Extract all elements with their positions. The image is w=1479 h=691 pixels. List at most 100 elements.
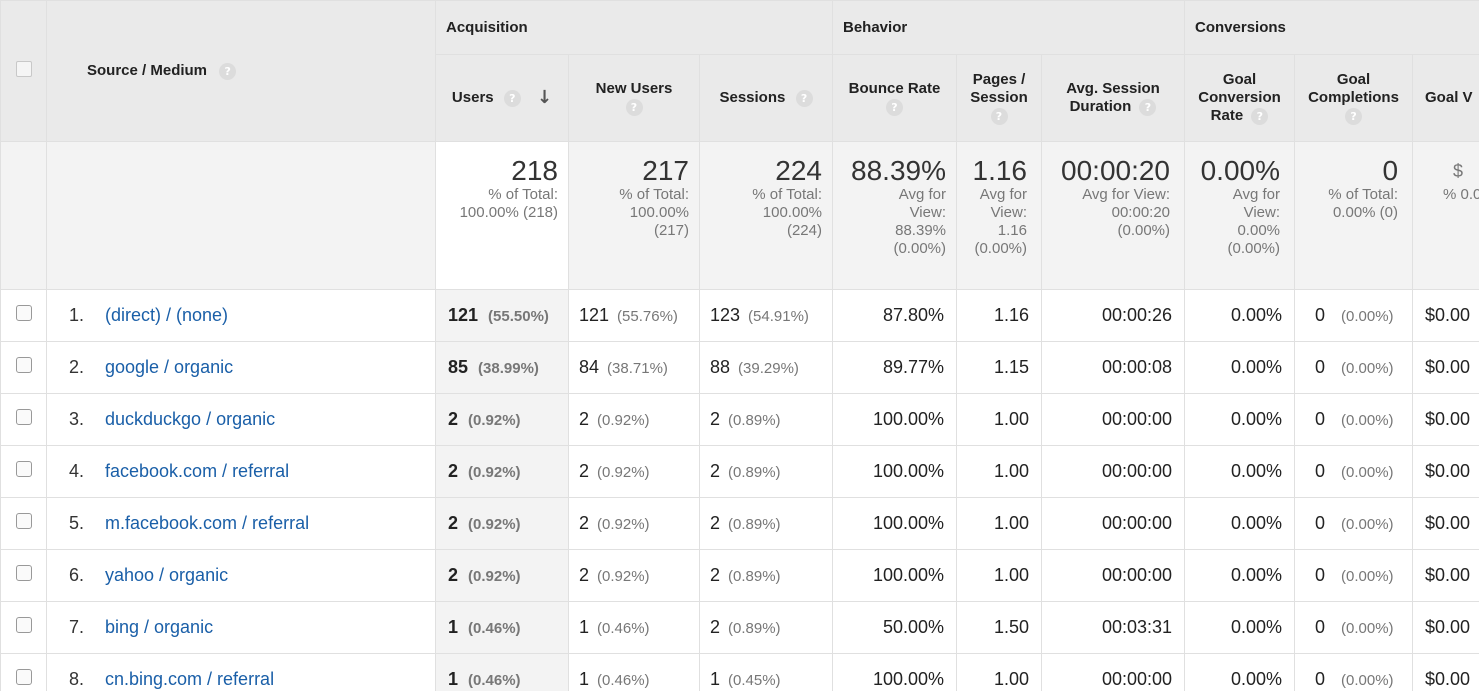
row-checkbox[interactable] — [15, 409, 32, 425]
total-goal-completions: 0 % of Total: 0.00% (0) — [1294, 141, 1414, 290]
col-sessions[interactable]: Sessions ? — [699, 54, 833, 142]
table-row[interactable]: 6. yahoo / organic 2 (0.92%) 2 (0.92%) 2 (0.… — [0, 549, 1479, 602]
help-icon[interactable]: ? — [795, 89, 813, 107]
table-row[interactable]: 4. facebook.com / referral 2 (0.92%) 2 (0.9… — [0, 445, 1479, 498]
total-new-users-sub: % of Total: 100.00% (217) — [619, 186, 689, 239]
goal-value-cell: $0.00 — [1412, 653, 1479, 691]
goal-completions-cell: 0 (0.00%) — [1294, 289, 1414, 342]
col-bounce-rate[interactable]: Bounce Rate ? — [832, 54, 957, 142]
source-link[interactable]: google / organic — [105, 357, 234, 377]
col-avg-session-duration[interactable]: Avg. Session Duration ? — [1040, 54, 1186, 142]
sessions-cell: 2 (0.89%) — [699, 393, 833, 446]
totals-empty — [0, 141, 47, 290]
goal-completions-pct: (0.00%) — [1341, 464, 1394, 481]
row-rank: 2. — [69, 357, 85, 377]
col-pages-session[interactable]: Pages / Session ? — [956, 54, 1042, 142]
goal-conv-rate-cell: 0.00% — [1184, 497, 1296, 550]
new-users-cell: 2 (0.92%) — [568, 445, 700, 498]
source-link[interactable]: duckduckgo / organic — [105, 409, 276, 429]
source-cell: 5. m.facebook.com / referral — [46, 497, 436, 550]
table-row[interactable]: 2. google / organic 85 (38.99%) 84 (38.71%)… — [0, 341, 1479, 394]
select-all-checkbox[interactable] — [15, 61, 32, 77]
pages-session-cell: 1.00 — [956, 653, 1042, 691]
new-users-value: 121 — [579, 305, 610, 325]
users-value: 2 — [448, 513, 459, 533]
col-goal-conversion-rate[interactable]: Goal Conversion Rate ? — [1184, 54, 1296, 142]
col-users[interactable]: Users ? ↓ — [435, 54, 569, 142]
users-value: 2 — [448, 409, 459, 429]
sort-descending-icon[interactable]: ↓ — [536, 87, 553, 109]
users-value: 2 — [448, 565, 459, 585]
row-checkbox[interactable] — [15, 461, 32, 477]
goal-conv-rate-cell: 0.00% — [1184, 289, 1296, 342]
source-link[interactable]: yahoo / organic — [105, 565, 229, 585]
table-row[interactable]: 8. cn.bing.com / referral 1 (0.46%) 1 (0.46… — [0, 653, 1479, 691]
col-avg-session-duration-label: Avg. Session Duration — [1066, 80, 1160, 115]
totals-row: 218 % of Total: 100.00% (218) 217 % of T… — [0, 141, 1479, 290]
source-cell: 4. facebook.com / referral — [46, 445, 436, 498]
total-goal-conv-rate-value: 0.00% — [1200, 155, 1281, 186]
goal-completions-value: 0 — [1315, 669, 1326, 689]
bounce-rate-cell: 100.00% — [832, 497, 957, 550]
help-icon[interactable]: ? — [625, 98, 643, 116]
total-users-sub: % of Total: 100.00% (218) — [459, 186, 558, 221]
users-pct: (55.50%) — [488, 308, 549, 325]
dimension-header[interactable]: Source / Medium ? — [46, 0, 436, 142]
col-new-users[interactable]: New Users ? — [568, 54, 700, 142]
goal-conv-rate-cell: 0.00% — [1184, 653, 1296, 691]
help-icon[interactable]: ? — [990, 107, 1008, 125]
group-behavior: Behavior — [831, 0, 1186, 55]
source-link[interactable]: facebook.com / referral — [105, 461, 290, 481]
bounce-rate-cell: 50.00% — [832, 601, 957, 654]
total-goal-completions-value: 0 — [1382, 155, 1399, 186]
new-users-pct: (0.92%) — [597, 412, 650, 429]
col-goal-value[interactable]: Goal V — [1412, 54, 1479, 142]
sessions-value: 2 — [710, 409, 721, 429]
sessions-cell: 1 (0.45%) — [699, 653, 833, 691]
source-link[interactable]: bing / organic — [105, 617, 214, 637]
goal-value-cell: $0.00 — [1412, 445, 1479, 498]
help-icon[interactable]: ? — [886, 98, 903, 116]
users-pct: (0.92%) — [468, 568, 521, 585]
table-row[interactable]: 5. m.facebook.com / referral 2 (0.92%) 2 (0… — [0, 497, 1479, 550]
help-icon[interactable]: ? — [1345, 107, 1363, 125]
help-icon[interactable]: ? — [503, 89, 521, 107]
users-value: 1 — [448, 617, 459, 637]
row-checkbox[interactable] — [15, 669, 32, 685]
new-users-cell: 2 (0.92%) — [568, 549, 700, 602]
total-sessions-sub: % of Total: 100.00% (224) — [752, 186, 822, 239]
help-icon[interactable]: ? — [1139, 98, 1157, 116]
goal-completions-pct: (0.00%) — [1341, 412, 1394, 429]
duration-cell: 00:00:26 — [1040, 289, 1186, 342]
duration-cell: 00:00:00 — [1040, 549, 1186, 602]
source-link[interactable]: (direct) / (none) — [105, 305, 229, 325]
table-row[interactable]: 7. bing / organic 1 (0.46%) 1 (0.46%) 2 (0.8… — [0, 601, 1479, 654]
new-users-pct: (38.71%) — [607, 360, 668, 377]
bounce-rate-cell: 89.77% — [832, 341, 957, 394]
col-goal-value-label: Goal V — [1425, 89, 1473, 106]
new-users-pct: (0.92%) — [597, 464, 650, 481]
help-icon[interactable]: ? — [1251, 107, 1269, 125]
row-checkbox[interactable] — [15, 357, 32, 373]
sessions-pct: (0.89%) — [728, 464, 781, 481]
source-link[interactable]: cn.bing.com / referral — [105, 669, 275, 689]
row-checkbox[interactable] — [15, 565, 32, 581]
goal-completions-value: 0 — [1315, 461, 1326, 481]
users-pct: (0.46%) — [468, 672, 521, 689]
row-checkbox[interactable] — [15, 513, 32, 529]
source-link[interactable]: m.facebook.com / referral — [105, 513, 310, 533]
source-cell: 8. cn.bing.com / referral — [46, 653, 436, 691]
users-cell: 2 (0.92%) — [435, 445, 569, 498]
help-icon[interactable]: ? — [219, 62, 237, 80]
table-row[interactable]: 1. (direct) / (none) 121 (55.50%) 121 (55.7… — [0, 289, 1479, 342]
goal-conv-rate-cell: 0.00% — [1184, 549, 1296, 602]
row-checkbox[interactable] — [15, 305, 32, 321]
total-goal-value: $ % 0.00 — [1412, 141, 1479, 290]
table-row[interactable]: 3. duckduckgo / organic 2 (0.92%) 2 (0.92%)… — [0, 393, 1479, 446]
row-checkbox[interactable] — [15, 617, 32, 633]
total-goal-conv-rate: 0.00% Avg for View: 0.00% (0.00%) — [1184, 141, 1296, 290]
col-goal-completions[interactable]: Goal Completions ? — [1294, 54, 1414, 142]
users-pct: (0.46%) — [468, 620, 521, 637]
new-users-cell: 84 (38.71%) — [568, 341, 700, 394]
